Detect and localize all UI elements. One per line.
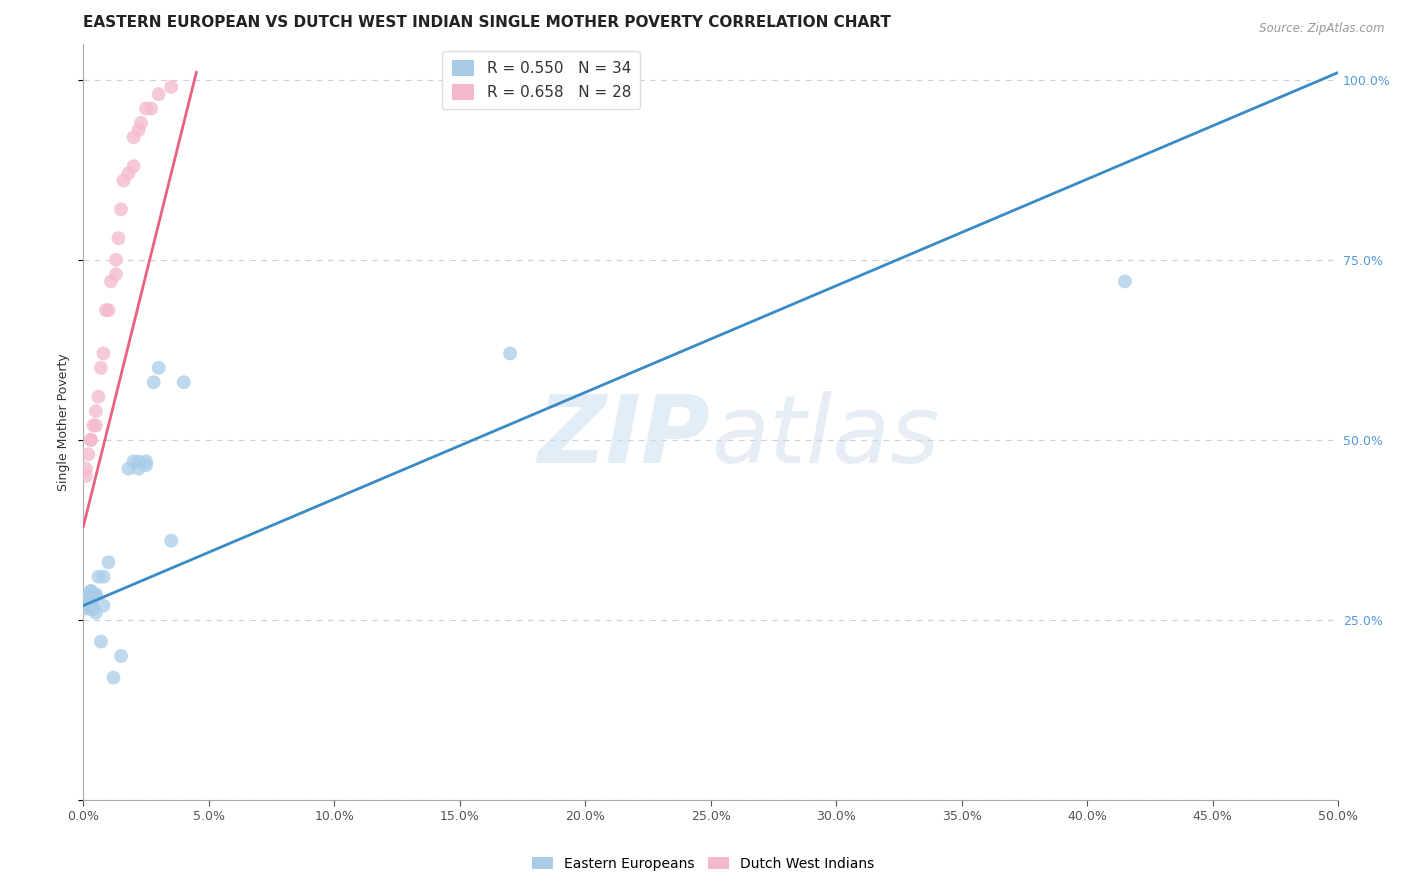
Text: atlas: atlas bbox=[711, 392, 939, 483]
Point bbox=[82, 588, 104, 602]
Point bbox=[82, 418, 104, 433]
Point bbox=[84, 404, 107, 418]
Point bbox=[1114, 274, 1136, 288]
Point bbox=[128, 123, 150, 137]
Legend: R = 0.550   N = 34, R = 0.658   N = 28: R = 0.550 N = 34, R = 0.658 N = 28 bbox=[443, 52, 640, 109]
Point bbox=[160, 79, 183, 94]
Point bbox=[80, 433, 103, 447]
Point bbox=[160, 533, 183, 548]
Point bbox=[499, 346, 522, 360]
Point bbox=[117, 166, 139, 180]
Point bbox=[135, 458, 157, 472]
Point bbox=[110, 648, 132, 663]
Point bbox=[105, 252, 128, 267]
Point bbox=[93, 570, 115, 584]
Point bbox=[148, 87, 170, 101]
Point bbox=[75, 461, 97, 475]
Point bbox=[75, 469, 97, 483]
Point bbox=[94, 303, 117, 318]
Point bbox=[80, 602, 103, 616]
Point bbox=[117, 461, 139, 475]
Point bbox=[112, 173, 135, 187]
Point bbox=[84, 606, 107, 620]
Point bbox=[129, 116, 152, 130]
Y-axis label: Single Mother Poverty: Single Mother Poverty bbox=[58, 353, 70, 491]
Point bbox=[105, 267, 128, 281]
Point bbox=[90, 634, 112, 648]
Text: Source: ZipAtlas.com: Source: ZipAtlas.com bbox=[1260, 22, 1385, 36]
Point bbox=[84, 588, 107, 602]
Point bbox=[87, 390, 110, 404]
Point bbox=[82, 602, 104, 616]
Point bbox=[93, 599, 115, 613]
Point bbox=[139, 102, 162, 116]
Legend: Eastern Europeans, Dutch West Indians: Eastern Europeans, Dutch West Indians bbox=[526, 851, 880, 876]
Point bbox=[97, 555, 120, 569]
Point bbox=[77, 595, 100, 609]
Point bbox=[107, 231, 129, 245]
Point bbox=[75, 595, 97, 609]
Point bbox=[84, 588, 107, 602]
Point bbox=[77, 447, 100, 461]
Point bbox=[87, 570, 110, 584]
Point bbox=[80, 599, 103, 613]
Point bbox=[97, 303, 120, 318]
Point bbox=[80, 584, 103, 599]
Point bbox=[128, 461, 150, 475]
Point bbox=[75, 599, 97, 613]
Point bbox=[135, 454, 157, 468]
Point bbox=[135, 102, 157, 116]
Text: EASTERN EUROPEAN VS DUTCH WEST INDIAN SINGLE MOTHER POVERTY CORRELATION CHART: EASTERN EUROPEAN VS DUTCH WEST INDIAN SI… bbox=[83, 15, 891, 30]
Point bbox=[110, 202, 132, 217]
Text: ZIP: ZIP bbox=[538, 391, 711, 483]
Point bbox=[122, 454, 145, 468]
Point bbox=[100, 274, 122, 288]
Point bbox=[84, 418, 107, 433]
Point bbox=[80, 584, 103, 599]
Point bbox=[128, 454, 150, 468]
Point bbox=[148, 360, 170, 375]
Point bbox=[173, 376, 195, 390]
Point bbox=[142, 376, 165, 390]
Point bbox=[77, 591, 100, 606]
Point bbox=[77, 595, 100, 609]
Point bbox=[122, 159, 145, 173]
Point bbox=[75, 591, 97, 606]
Point bbox=[103, 671, 125, 685]
Point bbox=[90, 360, 112, 375]
Point bbox=[80, 433, 103, 447]
Point bbox=[122, 130, 145, 145]
Point bbox=[93, 346, 115, 360]
